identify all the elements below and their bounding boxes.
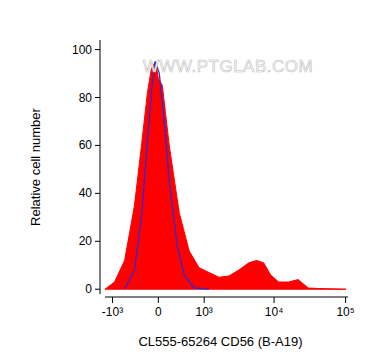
x-tick-label: 10⁴ <box>265 305 284 319</box>
y-axis <box>100 40 101 294</box>
y-tick-label: 0 <box>85 282 92 296</box>
plot-area <box>105 62 346 290</box>
x-tick <box>274 297 275 303</box>
y-tick <box>95 145 100 146</box>
x-axis-label: CL555-65264 CD56 (B-A19) <box>138 334 302 349</box>
watermark: WWW.PTGLAB.COM <box>143 57 313 76</box>
x-tick <box>158 297 159 303</box>
y-tick <box>95 193 100 194</box>
y-tick-label: 40 <box>79 186 93 200</box>
histogram-line <box>125 62 209 290</box>
x-tick-label: -10³ <box>102 305 123 319</box>
x-tick <box>204 297 205 303</box>
y-tick <box>95 49 100 50</box>
y-tick-label: 80 <box>79 91 93 105</box>
x-tick-label: 10³ <box>195 305 212 319</box>
y-tick <box>95 97 100 98</box>
x-tick <box>112 297 113 303</box>
x-tick-label: 0 <box>155 305 162 319</box>
y-tick-label: 60 <box>79 138 93 152</box>
y-axis-label: Relative cell number <box>28 107 43 225</box>
y-tick <box>95 241 100 242</box>
y-tick-label: 100 <box>72 43 92 57</box>
chart: WWW.PTGLAB.COM 0 20 40 60 80 100 -10³ 0 10³ 10⁴ 10⁵… <box>0 0 372 364</box>
y-tick-label: 20 <box>79 234 93 248</box>
y-tick <box>95 289 100 290</box>
histogram-area <box>105 62 346 290</box>
x-tick <box>345 297 346 303</box>
x-axis <box>105 297 348 298</box>
x-tick-label: 10⁵ <box>336 305 354 319</box>
